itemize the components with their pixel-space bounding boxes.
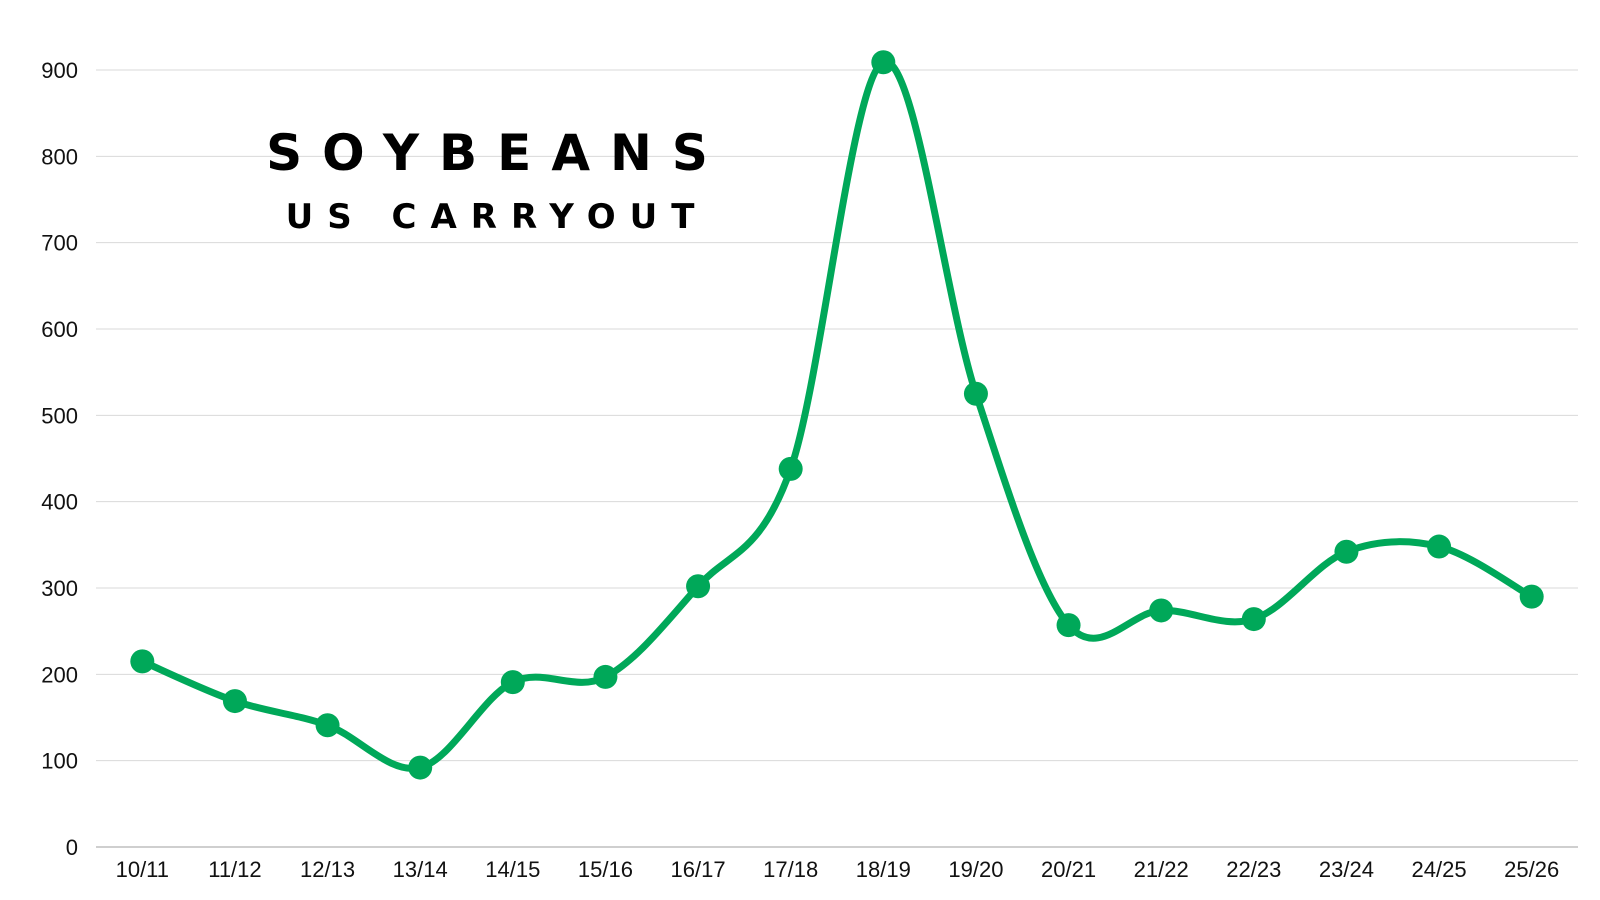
y-tick-label: 300 bbox=[41, 576, 78, 601]
data-point bbox=[593, 664, 618, 689]
data-point bbox=[130, 649, 155, 674]
x-tick-label: 19/20 bbox=[948, 857, 1003, 882]
x-tick-label: 25/26 bbox=[1504, 857, 1559, 882]
x-tick-label: 11/12 bbox=[208, 857, 261, 882]
data-point bbox=[778, 456, 803, 481]
y-tick-label: 600 bbox=[41, 317, 78, 342]
data-point bbox=[1241, 607, 1266, 632]
data-point bbox=[1334, 539, 1359, 564]
chart-title: SOYBEANS bbox=[266, 124, 728, 182]
chart-subtitle: US CARRYOUT bbox=[286, 197, 709, 237]
y-tick-label: 900 bbox=[41, 58, 78, 83]
data-point bbox=[871, 50, 896, 75]
data-points bbox=[130, 50, 1544, 780]
y-tick-label: 400 bbox=[41, 490, 78, 515]
y-tick-label: 0 bbox=[66, 835, 78, 860]
x-tick-label: 14/15 bbox=[485, 857, 540, 882]
y-tick-label: 200 bbox=[41, 662, 78, 687]
x-tick-label: 20/21 bbox=[1041, 857, 1096, 882]
x-tick-label: 24/25 bbox=[1412, 857, 1467, 882]
y-tick-label: 700 bbox=[41, 231, 78, 256]
x-tick-label: 15/16 bbox=[578, 857, 633, 882]
data-point bbox=[315, 713, 340, 738]
data-point bbox=[500, 670, 525, 695]
x-tick-label: 22/23 bbox=[1226, 857, 1281, 882]
data-point bbox=[408, 755, 433, 780]
data-point bbox=[1149, 598, 1174, 623]
x-tick-label: 18/19 bbox=[856, 857, 911, 882]
y-tick-label: 800 bbox=[41, 144, 78, 169]
y-tick-label: 500 bbox=[41, 403, 78, 428]
data-point bbox=[686, 574, 711, 599]
x-tick-label: 23/24 bbox=[1319, 857, 1374, 882]
x-tick-label: 17/18 bbox=[763, 857, 818, 882]
gridlines bbox=[96, 69, 1578, 762]
x-axis-ticks: 10/11 11/12 12/13 13/14 14/15 15/16 16/17 17/18… bbox=[116, 857, 1560, 882]
x-tick-label: 16/17 bbox=[671, 857, 726, 882]
x-tick-label: 10/11 bbox=[116, 857, 169, 882]
x-tick-label: 13/14 bbox=[393, 857, 448, 882]
data-point bbox=[963, 381, 988, 406]
y-axis-ticks: 0 100 200 300 400 500 600 700 800 900 bbox=[41, 58, 78, 860]
data-point bbox=[1427, 534, 1452, 559]
x-tick-label: 12/13 bbox=[300, 857, 355, 882]
data-point bbox=[222, 689, 247, 714]
y-tick-label: 100 bbox=[41, 749, 78, 774]
data-point bbox=[1519, 584, 1544, 609]
data-point bbox=[1056, 613, 1081, 638]
x-tick-label: 21/22 bbox=[1134, 857, 1189, 882]
